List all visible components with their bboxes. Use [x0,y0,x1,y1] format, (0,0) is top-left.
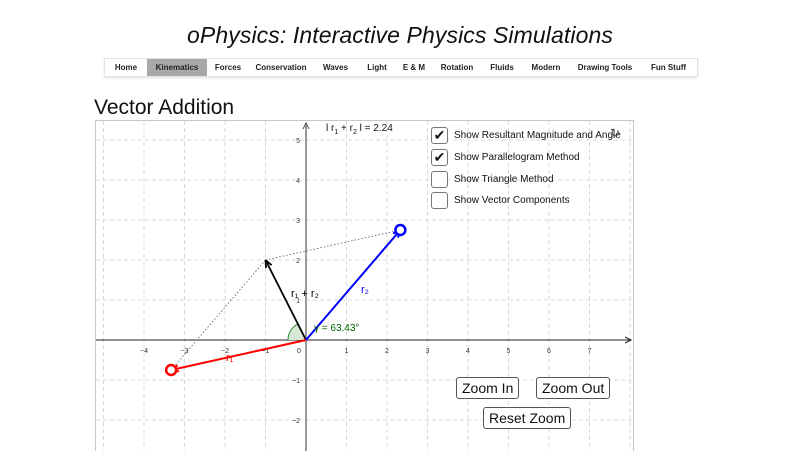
checkbox-show-resultant[interactable]: ✔ Show Resultant Magnitude and Angle [431,127,621,144]
reset-view-icon[interactable]: ↻ [610,126,621,140]
svg-text:r₂: r₂ [361,284,369,296]
svg-text:4: 4 [466,348,470,355]
reset-zoom-button[interactable]: Reset Zoom [483,407,572,429]
svg-text:3: 3 [296,218,300,225]
checkbox-resultant-box[interactable]: ✔ [431,127,448,144]
nav-fun-stuff[interactable]: Fun Stuff [650,63,687,72]
checkbox-label: Show Parallelogram Method [454,152,580,163]
checkbox-label: Show Triangle Method [454,174,554,185]
svg-text:2: 2 [385,348,389,355]
checkmark-icon: ✔ [433,127,446,143]
checkbox-label: Show Vector Components [454,195,570,206]
nav-forces[interactable]: Forces [214,63,242,72]
nav-fluids[interactable]: Fluids [490,63,514,72]
svg-text:r₁: r₁ [226,352,234,364]
checkbox-label: Show Resultant Magnitude and Angle [454,130,621,141]
nav-home[interactable]: Home [114,63,138,72]
svg-text:6: 6 [547,348,551,355]
nav-rotation[interactable]: Rotation [440,63,474,72]
nav-kinematics[interactable]: Kinematics [147,59,207,76]
svg-text:7: 7 [588,348,592,355]
page-title: Vector Addition [94,96,235,119]
zoom-out-button[interactable]: Zoom Out [536,377,611,399]
svg-text:2: 2 [296,258,300,265]
zoom-in-button[interactable]: Zoom In [456,377,520,399]
checkbox-show-triangle[interactable]: Show Triangle Method [431,171,554,188]
nav-conservation[interactable]: Conservation [255,63,307,72]
nav-e-and-m[interactable]: E & M [402,63,426,72]
nav-waves[interactable]: Waves [322,63,349,72]
checkbox-components-box[interactable] [431,192,448,209]
nav-light[interactable]: Light [367,63,387,72]
svg-text:−1: −1 [262,348,270,355]
svg-text:1: 1 [296,298,300,305]
nav-drawing-tools[interactable]: Drawing Tools [577,63,633,72]
checkbox-triangle-box[interactable] [431,171,448,188]
site-title: oPhysics: Interactive Physics Simulation… [187,22,613,48]
svg-text:1: 1 [345,348,349,355]
svg-text:−2: −2 [221,348,229,355]
checkmark-icon: ✔ [433,149,446,165]
svg-text:5: 5 [507,348,511,355]
svg-text:−3: −3 [181,348,189,355]
main-nav: Home Kinematics Forces Conservation Wave… [104,58,698,77]
checkbox-show-parallelogram[interactable]: ✔ Show Parallelogram Method [431,149,580,166]
svg-text:4: 4 [296,178,300,185]
svg-text:−1: −1 [292,378,300,385]
svg-text:5: 5 [296,138,300,145]
svg-text:0: 0 [297,348,301,355]
vector-graph-canvas[interactable]: −4 −3 −2 −1 0 1 2 3 4 5 6 7 5 4 3 2 1 −1 −2 r₁ + r₂ r₂ r₁ γ = … [95,120,634,451]
svg-text:3: 3 [426,348,430,355]
nav-modern[interactable]: Modern [531,63,561,72]
graph-drawing: −4 −3 −2 −1 0 1 2 3 4 5 6 7 5 4 3 2 1 −1 −2 r₁ + r₂ r₂ r₁ γ = … [96,121,633,451]
resultant-magnitude-label: l r1 + r2 l = 2.24 [326,123,393,136]
svg-text:−4: −4 [140,348,148,355]
checkbox-parallelogram-box[interactable]: ✔ [431,149,448,166]
checkbox-show-components[interactable]: Show Vector Components [431,192,570,209]
svg-text:r₁ + r₂: r₁ + r₂ [291,288,319,300]
svg-text:−2: −2 [292,418,300,425]
svg-text:γ = 63.43°: γ = 63.43° [314,323,359,334]
